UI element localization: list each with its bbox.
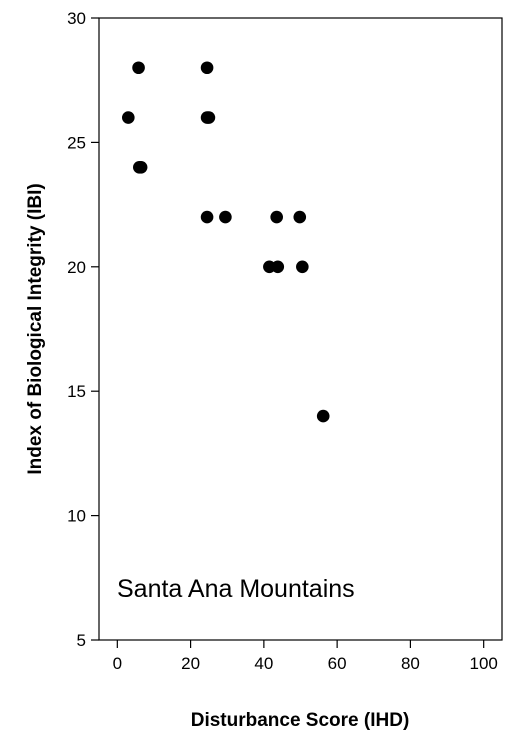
x-tick-label: 100 <box>469 654 497 673</box>
y-tick-label: 10 <box>67 507 86 526</box>
y-axis-title: Index of Biological Integrity (IBI) <box>25 183 46 474</box>
chart-annotation: Santa Ana Mountains <box>117 575 355 603</box>
y-tick-label: 25 <box>67 133 86 152</box>
x-tick-label: 20 <box>181 654 200 673</box>
data-points <box>122 61 330 423</box>
x-tick-label: 80 <box>401 654 420 673</box>
data-point <box>270 210 283 224</box>
data-point <box>200 210 214 224</box>
data-point <box>132 61 145 75</box>
x-axis-ticks: 0 20 40 60 80 100 <box>113 640 498 673</box>
data-point <box>293 210 307 224</box>
x-tick-label: 40 <box>254 654 273 673</box>
data-point <box>316 409 330 423</box>
y-axis-ticks: 5 10 15 20 25 30 <box>67 9 99 650</box>
data-point <box>219 210 232 224</box>
y-tick-label: 30 <box>67 9 86 28</box>
y-tick-label: 15 <box>67 382 86 401</box>
x-tick-label: 0 <box>113 654 122 673</box>
plot-frame <box>98 17 503 641</box>
data-point <box>271 260 285 274</box>
y-tick-label: 20 <box>67 258 86 277</box>
x-tick-label: 60 <box>328 654 347 673</box>
data-point <box>202 111 216 124</box>
data-point <box>134 160 148 174</box>
data-point <box>296 260 309 274</box>
data-point <box>122 111 135 124</box>
y-tick-label: 5 <box>77 631 86 650</box>
data-point <box>200 61 214 75</box>
x-axis-title: Disturbance Score (IHD) <box>191 710 410 731</box>
